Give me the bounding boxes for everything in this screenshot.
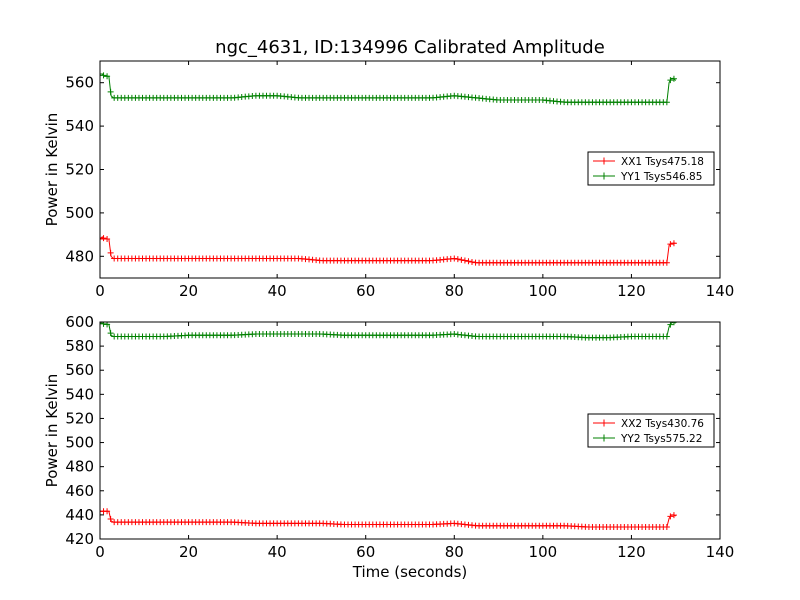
y-tick-label: 540	[65, 385, 94, 403]
y-tick-label: 440	[65, 506, 94, 524]
data-point	[663, 523, 670, 530]
y-tick-label: 460	[65, 482, 94, 500]
data-point	[465, 258, 472, 265]
legend-label: XX1 Tsys475.18	[621, 156, 704, 168]
y-tick-label: 480	[65, 247, 94, 265]
series-yy	[100, 71, 677, 106]
x-tick-label: 140	[706, 282, 735, 300]
series-xx	[100, 235, 677, 266]
x-tick-label: 100	[529, 282, 558, 300]
x-tick-label: 80	[445, 543, 464, 561]
chart-title: ngc_4631, ID:134996 Calibrated Amplitude	[215, 37, 605, 58]
y-tick-label: 500	[65, 434, 94, 452]
legend: XX2 Tsys430.76 YY2 Tsys575.22	[587, 413, 715, 448]
y-tick-label: 560	[65, 74, 94, 92]
axes-frame	[99, 321, 721, 540]
data-point	[100, 235, 103, 242]
x-tick-label: 120	[617, 282, 646, 300]
data-point	[461, 257, 468, 264]
x-tick-label: 40	[268, 543, 287, 561]
data-point	[458, 256, 465, 263]
data-point	[469, 258, 475, 265]
y-tick-label: 500	[65, 204, 94, 222]
x-tick-label: 140	[706, 543, 735, 561]
y-tick-label: 600	[65, 313, 94, 331]
legend-item: YY1 Tsys546.85	[593, 171, 702, 183]
data-point	[100, 322, 103, 327]
data-point	[107, 330, 114, 337]
data-point	[670, 240, 677, 247]
legend-box	[587, 151, 715, 186]
legend-box	[587, 413, 715, 448]
legend-marker	[600, 434, 608, 442]
x-tick-label: 120	[617, 543, 646, 561]
legend-marker	[600, 172, 608, 180]
legend-marker	[600, 157, 608, 165]
data-point	[104, 235, 111, 242]
x-tick-label: 0	[95, 282, 105, 300]
y-tick-label: 540	[65, 117, 94, 135]
data-point	[667, 322, 674, 328]
data-point	[667, 513, 674, 520]
data-point	[454, 256, 461, 263]
data-point	[667, 77, 674, 84]
legend-item: YY2 Tsys575.22	[593, 433, 702, 445]
legend: XX1 Tsys475.18 YY1 Tsys546.85	[587, 151, 715, 186]
y-tick-label: 560	[65, 361, 94, 379]
legend-marker	[600, 419, 608, 427]
data-point	[100, 71, 103, 78]
data-point	[667, 241, 674, 248]
data-point	[663, 259, 670, 266]
data-point	[104, 508, 111, 515]
x-tick-label: 80	[445, 282, 464, 300]
y-tick-label: 420	[65, 530, 94, 548]
x-tick-label: 0	[95, 543, 105, 561]
data-point	[107, 249, 114, 256]
legend-label: XX2 Tsys430.76	[621, 418, 704, 430]
legend-item: XX2 Tsys430.76	[593, 418, 704, 430]
y-tick-label: 580	[65, 337, 94, 355]
data-point	[663, 333, 670, 340]
x-tick-label: 100	[529, 543, 558, 561]
legend-label: YY2 Tsys575.22	[620, 433, 702, 445]
x-tick-label: 20	[179, 282, 198, 300]
data-point	[670, 512, 677, 519]
data-point	[100, 72, 107, 79]
legend-item: XX1 Tsys475.18	[593, 156, 704, 168]
x-tick-label: 40	[268, 282, 287, 300]
y-axis-label: Power in Kelvin	[43, 374, 61, 488]
series-yy	[100, 322, 677, 341]
x-tick-label: 60	[356, 282, 375, 300]
data-point	[107, 88, 114, 95]
data-point	[100, 235, 107, 242]
top-panel: 0 20 40 60 80 100 120 140 480 500 520 540 560 Power i…	[43, 60, 735, 300]
legend-label: YY1 Tsys546.85	[620, 171, 702, 183]
bottom-panel: 0 20 40 60 80 100 120 140 420 440 460 480 500 520 540 5…	[43, 313, 734, 581]
data-point	[451, 255, 458, 262]
y-tick-label: 480	[65, 458, 94, 476]
data-point	[104, 73, 111, 80]
y-tick-label: 520	[65, 409, 94, 427]
y-tick-label: 520	[65, 161, 94, 179]
data-point	[670, 75, 677, 82]
x-axis-label: Time (seconds)	[352, 563, 468, 581]
x-tick-label: 20	[179, 543, 198, 561]
series-xx	[100, 508, 677, 530]
data-point	[663, 99, 670, 106]
data-point	[107, 515, 114, 522]
x-tick-label: 60	[356, 543, 375, 561]
y-axis-label: Power in Kelvin	[43, 113, 61, 227]
